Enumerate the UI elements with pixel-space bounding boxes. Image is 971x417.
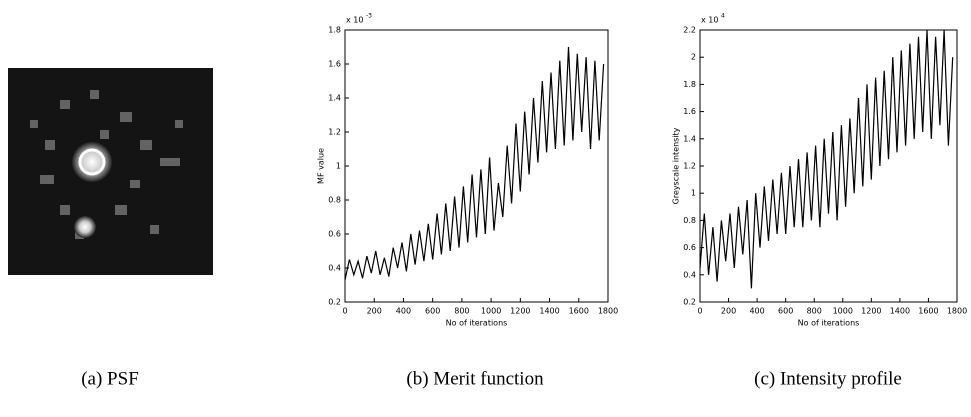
y-tick-label: 1.2 xyxy=(328,128,341,137)
x-tick-label: 0 xyxy=(342,307,347,316)
x-tick-label: 200 xyxy=(721,307,736,316)
axis-multiplier: x 10 xyxy=(701,16,718,25)
x-tick-label: 400 xyxy=(749,307,764,316)
x-tick-label: 1200 xyxy=(861,307,881,316)
x-axis-label: No of iterations xyxy=(798,319,860,328)
x-tick-label: 0 xyxy=(697,307,702,316)
x-tick-label: 1000 xyxy=(833,307,853,316)
y-tick-label: 0.2 xyxy=(328,298,341,307)
x-tick-label: 1800 xyxy=(598,307,618,316)
x-tick-label: 800 xyxy=(454,307,469,316)
axis-exponent: -3 xyxy=(366,13,372,20)
y-axis-label: Greyscale intensity xyxy=(672,127,681,204)
y-tick-label: 1.4 xyxy=(328,94,341,103)
data-line xyxy=(699,29,954,289)
psf-image xyxy=(8,68,213,275)
axes-frame xyxy=(344,29,609,303)
axis-exponent: 4 xyxy=(721,13,725,20)
caption: (a) PSF xyxy=(81,368,139,389)
y-tick-label: 0.8 xyxy=(683,216,696,225)
y-tick-label: 2.2 xyxy=(683,26,696,35)
x-tick-label: 800 xyxy=(807,307,822,316)
data-line xyxy=(344,46,605,281)
y-axis-label: MF value xyxy=(317,148,326,184)
x-axis-label: No of iterations xyxy=(446,319,508,328)
x-tick-label: 1400 xyxy=(890,307,910,316)
y-tick-label: 0.2 xyxy=(683,298,696,307)
y-tick-label: 1.8 xyxy=(328,26,341,35)
y-tick-label: 1.4 xyxy=(683,134,696,143)
y-tick-label: 0.6 xyxy=(683,243,696,252)
x-tick-label: 200 xyxy=(367,307,382,316)
x-tick-label: 600 xyxy=(778,307,793,316)
x-tick-label: 400 xyxy=(396,307,411,316)
y-tick-label: 2 xyxy=(691,53,696,62)
x-tick-label: 1800 xyxy=(947,307,967,316)
x-tick-label: 600 xyxy=(425,307,440,316)
y-tick-label: 1.6 xyxy=(328,60,341,69)
y-tick-label: 1.6 xyxy=(683,107,696,116)
y-tick-label: 0.4 xyxy=(328,264,341,273)
x-tick-label: 1400 xyxy=(539,307,559,316)
x-tick-label: 1000 xyxy=(481,307,501,316)
axis-multiplier: x 10 xyxy=(346,16,363,25)
y-tick-label: 1.8 xyxy=(683,80,696,89)
x-tick-label: 1600 xyxy=(918,307,938,316)
y-tick-label: 1 xyxy=(336,162,341,171)
caption: (b) Merit function xyxy=(406,368,544,389)
y-tick-label: 0.8 xyxy=(328,196,341,205)
y-tick-label: 0.6 xyxy=(328,230,341,239)
y-tick-label: 1.2 xyxy=(683,162,696,171)
y-tick-label: 1 xyxy=(691,189,696,198)
y-tick-label: 0.4 xyxy=(683,270,696,279)
caption: (c) Intensity profile xyxy=(754,368,902,389)
x-tick-label: 1200 xyxy=(510,307,530,316)
axes-frame xyxy=(699,29,958,303)
x-tick-label: 1600 xyxy=(569,307,589,316)
